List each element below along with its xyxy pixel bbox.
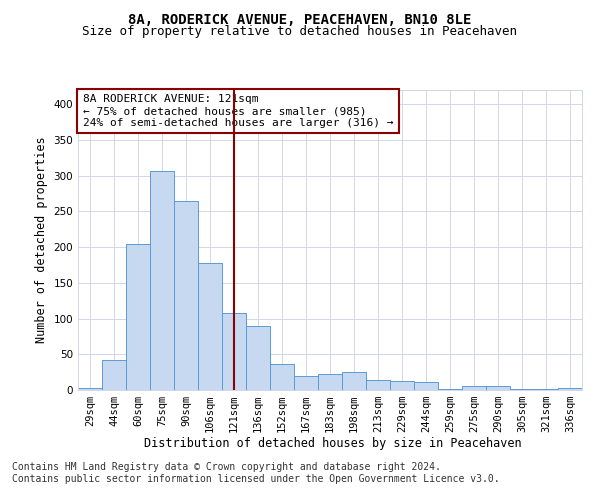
- Y-axis label: Number of detached properties: Number of detached properties: [35, 136, 48, 344]
- Text: Contains HM Land Registry data © Crown copyright and database right 2024.
Contai: Contains HM Land Registry data © Crown c…: [12, 462, 500, 484]
- Bar: [126, 244, 150, 390]
- Text: 8A, RODERICK AVENUE, PEACEHAVEN, BN10 8LE: 8A, RODERICK AVENUE, PEACEHAVEN, BN10 8L…: [128, 12, 472, 26]
- Bar: [318, 374, 342, 390]
- Bar: [198, 263, 222, 390]
- Bar: [558, 388, 582, 390]
- Bar: [222, 313, 246, 390]
- Bar: [78, 388, 102, 390]
- Text: Distribution of detached houses by size in Peacehaven: Distribution of detached houses by size …: [144, 438, 522, 450]
- Bar: [414, 382, 438, 390]
- Bar: [294, 376, 318, 390]
- Text: Size of property relative to detached houses in Peacehaven: Size of property relative to detached ho…: [83, 25, 517, 38]
- Bar: [366, 380, 390, 390]
- Text: 8A RODERICK AVENUE: 121sqm
← 75% of detached houses are smaller (985)
24% of sem: 8A RODERICK AVENUE: 121sqm ← 75% of deta…: [83, 94, 394, 128]
- Bar: [390, 382, 414, 390]
- Bar: [486, 386, 510, 390]
- Bar: [270, 364, 294, 390]
- Bar: [246, 326, 270, 390]
- Bar: [150, 170, 174, 390]
- Bar: [174, 200, 198, 390]
- Bar: [462, 386, 486, 390]
- Bar: [510, 388, 534, 390]
- Bar: [342, 372, 366, 390]
- Bar: [102, 360, 126, 390]
